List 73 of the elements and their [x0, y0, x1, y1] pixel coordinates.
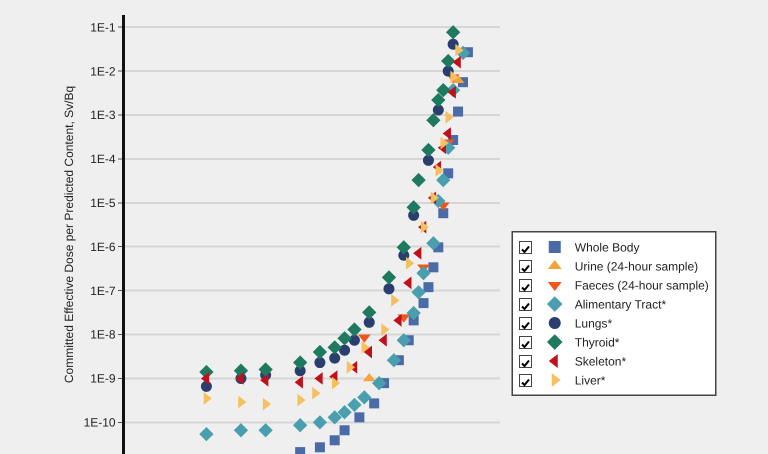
point [340, 425, 350, 436]
point [432, 104, 444, 116]
point [436, 82, 450, 98]
legend-label: Alimentary Tract* [574, 298, 666, 312]
point [314, 357, 326, 368]
point [328, 410, 342, 424]
y-tick-label: 1E-9 [90, 372, 116, 386]
point [328, 340, 342, 355]
point [406, 306, 421, 320]
point [337, 331, 352, 346]
point [312, 415, 328, 430]
legend-label: Lungs* [574, 316, 612, 331]
y-tick-label: 1E-8 [90, 328, 116, 342]
point [337, 405, 352, 420]
y-tick-label: 1E-10 [84, 416, 116, 430]
point [347, 398, 362, 412]
y-tick-label: 1E-4 [90, 152, 116, 166]
legend-label: Skeleton* [574, 354, 626, 369]
point [383, 283, 394, 294]
point [396, 333, 411, 348]
point [426, 113, 441, 128]
legend-label: Thyroid* [574, 336, 620, 350]
y-tick-label: 1E-3 [90, 108, 116, 122]
legend-label: Faeces (24-hour sample) [574, 278, 709, 293]
point [411, 172, 426, 188]
y-tick-label: 1E-5 [90, 196, 116, 210]
point [411, 285, 426, 300]
point [330, 435, 340, 446]
point [357, 390, 372, 405]
point [200, 380, 212, 392]
point [426, 236, 441, 250]
point [406, 200, 421, 214]
y-tick-label: 1E-7 [90, 284, 116, 298]
point [431, 92, 446, 108]
point [436, 172, 450, 188]
point [348, 334, 360, 346]
point [369, 398, 380, 408]
point [293, 418, 308, 432]
point [422, 154, 434, 166]
point [416, 266, 431, 280]
legend-label: Whole Body [574, 240, 640, 255]
point [364, 316, 375, 328]
point [453, 106, 464, 117]
point [234, 423, 248, 438]
y-tick-label: 1E-2 [90, 64, 116, 78]
point [382, 270, 396, 285]
point [339, 344, 350, 356]
point [372, 376, 386, 390]
point [258, 423, 273, 438]
point [329, 352, 340, 364]
point [258, 362, 273, 377]
point [386, 353, 402, 368]
point [199, 426, 214, 442]
point [428, 262, 438, 272]
point [293, 355, 308, 370]
point [438, 208, 448, 218]
point [441, 54, 456, 68]
y-tick-label: 1E-1 [90, 20, 116, 34]
y-axis-title: Committed Effective Dose per Predicted Content, Sv/Bq [62, 86, 76, 384]
point [347, 322, 362, 337]
point [418, 298, 429, 308]
point [396, 240, 411, 254]
point [446, 25, 460, 40]
point [423, 282, 434, 292]
y-tick-label: 1E-6 [90, 240, 116, 254]
point [421, 142, 436, 158]
point [362, 305, 376, 320]
point [354, 412, 364, 422]
point [314, 442, 325, 452]
legend-label: Urine (24-hour sample) [574, 260, 698, 274]
point [448, 38, 459, 50]
point [312, 344, 328, 360]
legend-label: Liver* [574, 374, 606, 388]
